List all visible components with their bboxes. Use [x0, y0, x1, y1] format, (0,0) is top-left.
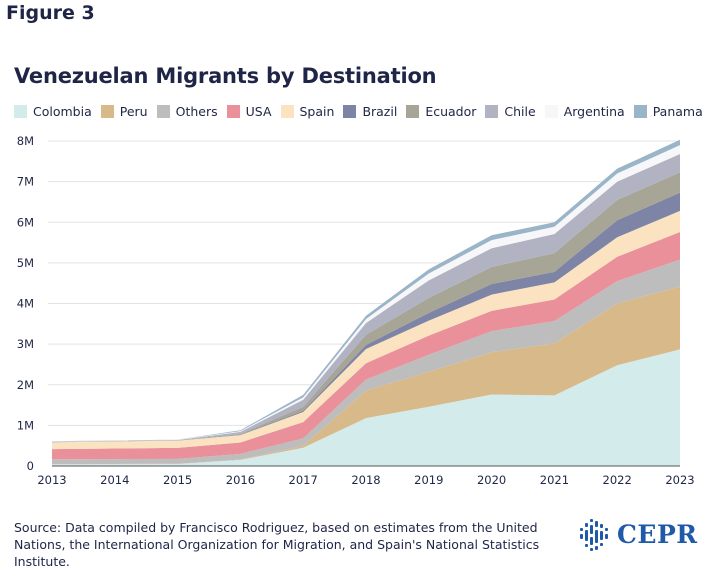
- y-tick-label-0: 0: [27, 459, 34, 473]
- x-tick-label-2015: 2015: [163, 473, 192, 487]
- legend-label-ecuador: Ecuador: [425, 104, 477, 119]
- legend-label-peru: Peru: [119, 104, 148, 119]
- x-tick-label-2020: 2020: [477, 473, 506, 487]
- x-tick-label-2017: 2017: [289, 473, 318, 487]
- legend-label-panama: Panama: [652, 104, 703, 119]
- legend-item-colombia: Colombia: [14, 104, 92, 119]
- x-tick-label-2013: 2013: [37, 473, 66, 487]
- legend-label-chile: Chile: [504, 104, 536, 119]
- legend-item-peru: Peru: [100, 104, 148, 119]
- source-note: Source: Data compiled by Francisco Rodri…: [14, 520, 540, 569]
- chart-plot: 0 1M 2M 3M 4M 5M 6M 7M 8M 2013 2014 2015 2016 2017 201…: [17, 134, 695, 487]
- legend-item-others: Others: [156, 104, 218, 119]
- y-tick-label-2M: 2M: [17, 378, 34, 392]
- area-series-colombia: [52, 349, 680, 466]
- legend-label-usa: USA: [245, 104, 272, 119]
- area-series-panama: [52, 139, 680, 442]
- legend-swatch-colombia: [14, 105, 27, 118]
- legend-label-argentina: Argentina: [563, 104, 625, 119]
- legend-label-spain: Spain: [299, 104, 335, 119]
- legend-label-brazil: Brazil: [362, 104, 398, 119]
- cepr-logo: CEPR: [578, 514, 698, 554]
- x-tick-label-2019: 2019: [414, 473, 443, 487]
- x-tick-label-2014: 2014: [100, 473, 129, 487]
- legend-swatch-others: [156, 105, 170, 118]
- legend-swatch-usa: [226, 105, 240, 118]
- y-tick-label-3M: 3M: [17, 337, 34, 351]
- legend-swatch-argentina: [544, 105, 558, 118]
- legend-item-argentina: Argentina: [544, 104, 625, 119]
- chart-legend: Colombia Peru Others USA Spain Brazil Ecuador C…: [14, 104, 704, 119]
- area-series-peru: [52, 286, 680, 465]
- x-tick-label-2022: 2022: [603, 473, 632, 487]
- legend-item-spain: Spain: [280, 104, 335, 119]
- y-tick-label-1M: 1M: [17, 418, 34, 432]
- legend-swatch-spain: [280, 105, 294, 118]
- cepr-logo-text: CEPR: [617, 519, 698, 549]
- x-tick-label-2016: 2016: [226, 473, 255, 487]
- legend-label-colombia: Colombia: [33, 104, 92, 119]
- y-tick-label-6M: 6M: [17, 215, 34, 229]
- y-tick-label-7M: 7M: [17, 175, 34, 189]
- legend-swatch-panama: [633, 105, 647, 118]
- y-tick-label-5M: 5M: [17, 256, 34, 270]
- area-series-argentina: [52, 145, 680, 442]
- legend-label-others: Others: [175, 104, 218, 119]
- legend-swatch-ecuador: [406, 105, 420, 118]
- y-tick-label-4M: 4M: [17, 297, 34, 311]
- x-tick-label-2021: 2021: [540, 473, 569, 487]
- area-series-chile: [52, 154, 680, 442]
- legend-item-panama: Panama: [633, 104, 703, 119]
- figure-label: Figure 3: [6, 2, 95, 24]
- chart-title: Venezuelan Migrants by Destination: [14, 64, 437, 88]
- legend-swatch-brazil: [343, 105, 357, 118]
- cepr-logo-icon: [580, 519, 608, 551]
- x-tick-label-2023: 2023: [665, 473, 694, 487]
- legend-swatch-chile: [485, 105, 499, 118]
- y-tick-label-8M: 8M: [17, 134, 34, 148]
- legend-swatch-peru: [100, 105, 114, 118]
- legend-item-brazil: Brazil: [343, 104, 397, 119]
- legend-item-ecuador: Ecuador: [406, 104, 476, 119]
- legend-item-usa: USA: [226, 104, 272, 119]
- x-tick-label-2018: 2018: [351, 473, 380, 487]
- legend-item-chile: Chile: [485, 104, 536, 119]
